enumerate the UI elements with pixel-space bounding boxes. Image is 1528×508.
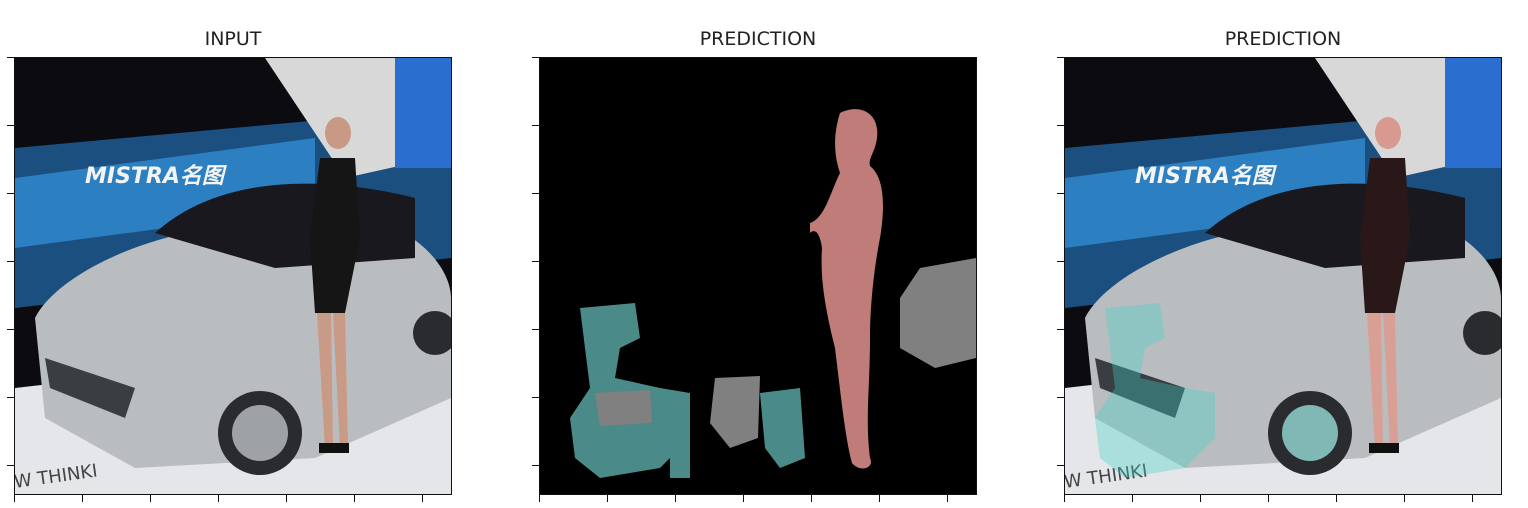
y-tick <box>1057 57 1064 58</box>
y-tick <box>532 57 539 58</box>
x-tick <box>811 494 812 502</box>
x-tick <box>82 494 83 502</box>
x-tick <box>947 494 948 502</box>
y-tick <box>7 261 14 262</box>
x-tick <box>879 494 880 502</box>
panel-prediction-mask: PREDICTION <box>532 0 977 508</box>
y-tick <box>1057 261 1064 262</box>
x-tick <box>1336 494 1337 502</box>
x-tick <box>218 494 219 502</box>
x-tick <box>286 494 287 502</box>
x-tick <box>14 494 15 502</box>
y-tick <box>532 125 539 126</box>
y-tick <box>532 261 539 262</box>
y-tick <box>532 193 539 194</box>
y-tick <box>532 329 539 330</box>
banner-text: MISTRA名图 <box>85 164 228 189</box>
x-tick <box>539 494 540 502</box>
y-tick <box>532 397 539 398</box>
panel-prediction-overlay: PREDICTION MISTRA名图 W THINKI <box>1057 0 1502 508</box>
panel-input: INPUT MISTRA名图 W THINKI <box>7 0 452 508</box>
x-tick <box>743 494 744 502</box>
mask-image <box>539 57 977 495</box>
y-tick <box>1057 465 1064 466</box>
y-tick <box>1057 193 1064 194</box>
overlay-svg: MISTRA名图 W THINKI <box>1065 58 1501 494</box>
x-tick <box>1472 494 1473 502</box>
x-tick <box>675 494 676 502</box>
x-tick <box>1200 494 1201 502</box>
y-tick <box>7 125 14 126</box>
y-tick <box>7 57 14 58</box>
y-tick <box>1057 397 1064 398</box>
y-tick <box>7 193 14 194</box>
y-tick <box>7 465 14 466</box>
input-image: MISTRA名图 W THINKI <box>14 57 452 495</box>
panel-title: INPUT <box>204 28 262 50</box>
x-tick <box>1268 494 1269 502</box>
y-tick <box>1057 329 1064 330</box>
x-tick <box>1404 494 1405 502</box>
y-tick <box>532 465 539 466</box>
mask-svg <box>540 58 976 494</box>
x-tick <box>422 494 423 502</box>
y-tick <box>7 397 14 398</box>
banner-text: MISTRA名图 <box>1135 164 1278 189</box>
photo-svg: MISTRA名图 W THINKI <box>15 58 451 494</box>
panel-title: PREDICTION <box>1224 28 1342 50</box>
x-tick <box>354 494 355 502</box>
x-tick <box>1064 494 1065 502</box>
x-tick <box>1132 494 1133 502</box>
y-tick <box>7 329 14 330</box>
x-tick <box>607 494 608 502</box>
overlay-image: MISTRA名图 W THINKI <box>1064 57 1502 495</box>
x-tick <box>150 494 151 502</box>
panel-title: PREDICTION <box>699 28 817 50</box>
y-tick <box>1057 125 1064 126</box>
